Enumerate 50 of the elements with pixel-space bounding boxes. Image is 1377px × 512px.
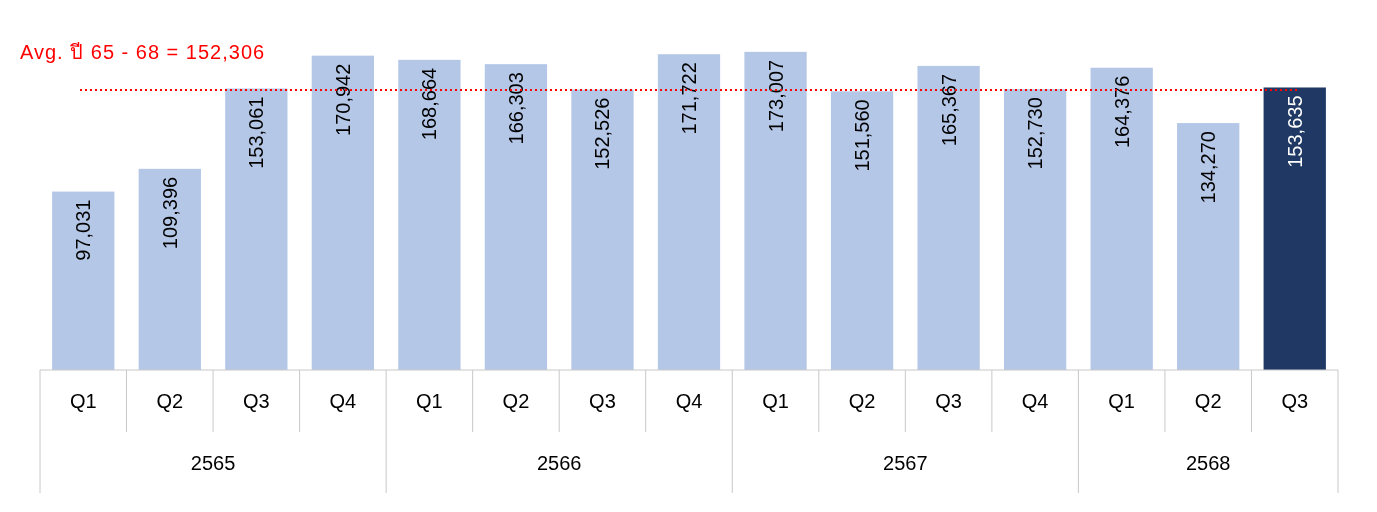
text: 2567: [883, 451, 928, 474]
x-tick-label: Q3: [1281, 390, 1309, 412]
data-label: 164,376: [1110, 75, 1133, 149]
x-tick-label: Q2: [502, 390, 530, 412]
x-tick-label: Q1: [762, 390, 789, 412]
x-tick-label: Q4: [1021, 390, 1049, 412]
bar: [1263, 87, 1326, 370]
x-tick-label: Q2: [156, 390, 184, 412]
x-tick-label: Q4: [329, 390, 357, 412]
data-label: 171,722: [678, 62, 700, 135]
data-label: 173,007: [764, 59, 787, 133]
text: 2566: [536, 451, 582, 474]
x-tick-label: Q3: [589, 390, 616, 412]
data-label: 153,061: [245, 96, 268, 169]
x-tick-label: Q3: [935, 390, 962, 412]
x-tick-label: Q1: [1108, 390, 1136, 412]
x-tick-label: Q4: [675, 390, 703, 412]
data-label: 166,303: [504, 72, 527, 145]
x-tick-label: Q3: [242, 390, 270, 412]
bar: [311, 55, 375, 370]
data-label: 170,942: [331, 63, 354, 136]
x-tick-label: Q2: [848, 390, 876, 412]
bar: [744, 51, 807, 370]
data-label: 109,396: [158, 176, 181, 250]
bar: [830, 91, 894, 370]
x-tick-label: Q1: [416, 390, 443, 412]
bar: [917, 65, 980, 370]
bar: [1003, 89, 1067, 370]
bar: [138, 168, 201, 370]
bar: [571, 89, 634, 370]
bar: [1090, 67, 1153, 370]
bar: [398, 59, 461, 370]
bar: [657, 54, 721, 370]
data-label: 168,664: [418, 67, 441, 141]
x-tick-label: Q2: [1194, 390, 1222, 412]
data-label: 134,270: [1197, 131, 1220, 204]
data-label: 152,730: [1024, 97, 1047, 170]
data-label: 151,560: [851, 99, 874, 172]
data-label: 165,367: [937, 73, 960, 147]
data-label: 153,635: [1283, 95, 1306, 168]
bar: [52, 191, 115, 370]
data-label: 97,031: [72, 199, 95, 261]
text: 2565: [190, 451, 236, 474]
bar: [1177, 123, 1240, 370]
text: 2568: [1185, 451, 1231, 474]
data-label: 152,526: [591, 97, 614, 170]
bar: [225, 88, 288, 370]
bar: [484, 64, 548, 370]
x-tick-label: Q1: [69, 390, 97, 412]
ref-line-label: Avg. ปี 65 - 68 = 152,306: [20, 40, 266, 63]
